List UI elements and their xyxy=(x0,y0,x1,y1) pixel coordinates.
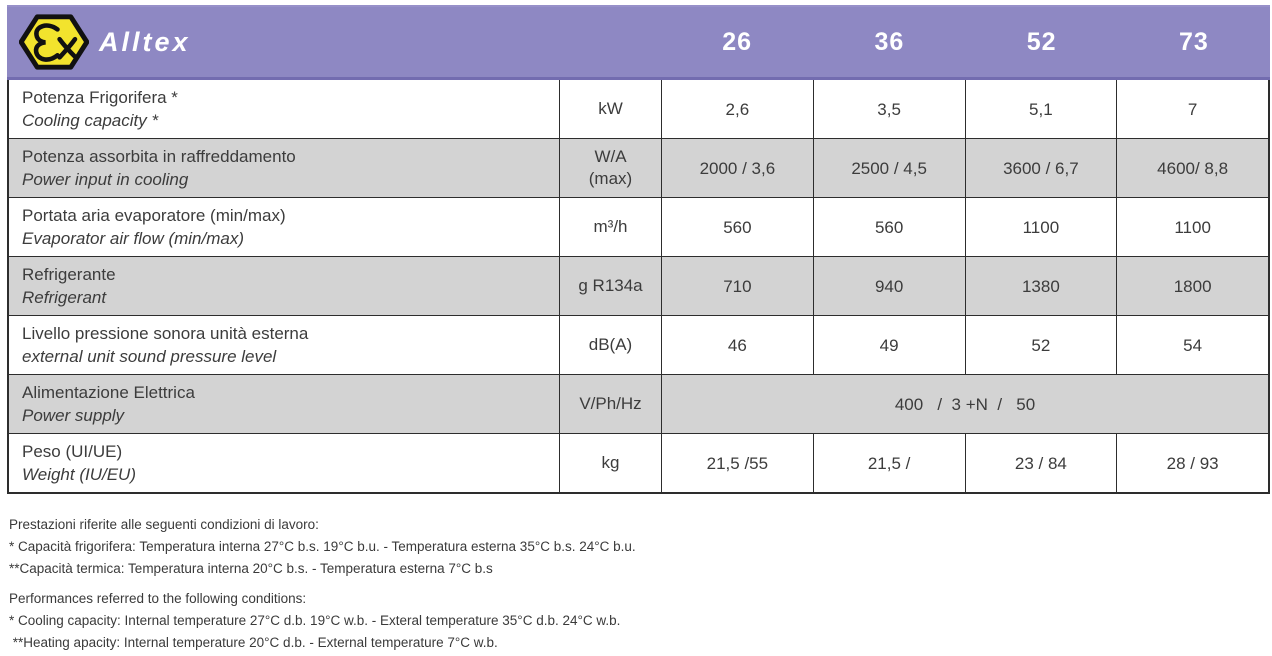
label-english: Evaporator air flow (min/max) xyxy=(22,229,245,248)
spec-label-cell: Livello pressione sonora unità esterna e… xyxy=(9,316,559,374)
spec-label-cell: Portata aria evaporatore (min/max) Evapo… xyxy=(9,198,559,256)
table-header: Alltex 26 36 52 73 xyxy=(7,5,1270,80)
label-italian: Refrigerante xyxy=(22,265,116,284)
unit-line-2: (max) xyxy=(588,169,633,188)
table-row-cooling-capacity: Potenza Frigorifera * Cooling capacity *… xyxy=(9,80,1268,139)
column-header-model-52: 52 xyxy=(1026,27,1057,56)
unit-line-1: W/A xyxy=(594,147,627,166)
unit-cell: dB(A) xyxy=(559,316,661,374)
column-header-model-26: 26 xyxy=(722,27,753,56)
spec-label-cell: Alimentazione Elettrica Power supply xyxy=(9,375,559,433)
value-cell: 49 xyxy=(812,316,965,374)
unit-cell: m³/h xyxy=(559,198,661,256)
label-italian: Peso (UI/UE) xyxy=(22,442,123,461)
footnotes: Prestazioni riferite alle seguenti condi… xyxy=(9,514,636,654)
footnote-line: * Capacità frigorifera: Temperatura inte… xyxy=(9,539,636,554)
label-italian: Alimentazione Elettrica xyxy=(22,383,195,402)
value-cell: 560 xyxy=(812,198,965,256)
footnote-line: **Capacità termica: Temperatura interna … xyxy=(9,561,493,576)
value-cell: 1800 xyxy=(1116,257,1268,315)
table-row-sound-pressure: Livello pressione sonora unità esterna e… xyxy=(9,316,1268,375)
label-english: Power supply xyxy=(22,406,125,425)
unit-cell: kg xyxy=(559,434,661,492)
footnote-line: Performances referred to the following c… xyxy=(9,591,307,606)
label-english: Cooling capacity * xyxy=(22,111,159,130)
label-italian: Potenza assorbita in raffreddamento xyxy=(22,147,296,166)
column-header-model-36: 36 xyxy=(874,27,905,56)
value-cell: 21,5 / xyxy=(812,434,965,492)
label-italian: Potenza Frigorifera * xyxy=(22,88,178,107)
spec-table: Alltex 26 36 52 73 Potenza Frigorifera *… xyxy=(7,5,1270,494)
brand-area: Alltex xyxy=(7,7,661,77)
footnotes-italian: Prestazioni riferite alle seguenti condi… xyxy=(9,514,636,580)
value-cell: 4600/ 8,8 xyxy=(1116,139,1268,197)
value-cell: 2,6 xyxy=(661,80,813,138)
value-cell: 21,5 /55 xyxy=(661,434,813,492)
value-cell: 46 xyxy=(661,316,813,374)
value-cell: 2000 / 3,6 xyxy=(661,139,813,197)
value-cell: 1100 xyxy=(1116,198,1268,256)
spec-label-cell: Peso (UI/UE) Weight (IU/EU) xyxy=(9,434,559,492)
value-cell: 3,5 xyxy=(812,80,965,138)
spec-label-cell: Potenza Frigorifera * Cooling capacity * xyxy=(9,80,559,138)
value-cell: 3600 / 6,7 xyxy=(964,139,1117,197)
table-row-power-supply: Alimentazione Elettrica Power supply V/P… xyxy=(9,375,1268,434)
value-cell: 940 xyxy=(812,257,965,315)
unit-cell: kW xyxy=(559,80,661,138)
table-row-weight: Peso (UI/UE) Weight (IU/EU) kg 21,5 /55 … xyxy=(9,434,1268,492)
label-english: Power input in cooling xyxy=(22,170,189,189)
value-cell: 1380 xyxy=(964,257,1117,315)
footnote-line: * Cooling capacity: Internal temperature… xyxy=(9,613,621,628)
brand-name: Alltex xyxy=(99,26,191,57)
value-cell: 1100 xyxy=(964,198,1117,256)
table-row-air-flow: Portata aria evaporatore (min/max) Evapo… xyxy=(9,198,1268,257)
value-cell: 23 / 84 xyxy=(964,434,1117,492)
value-cell: 710 xyxy=(661,257,813,315)
footnotes-english: Performances referred to the following c… xyxy=(9,588,636,654)
column-header-model-73: 73 xyxy=(1178,27,1209,56)
value-cell: 2500 / 4,5 xyxy=(812,139,965,197)
label-italian: Portata aria evaporatore (min/max) xyxy=(22,206,286,225)
value-cell-spanning: 400 / 3 +N / 50 xyxy=(661,375,1268,433)
value-cell: 560 xyxy=(661,198,813,256)
spec-label-cell: Potenza assorbita in raffreddamento Powe… xyxy=(9,139,559,197)
table-row-power-input: Potenza assorbita in raffreddamento Powe… xyxy=(9,139,1268,198)
spec-label-cell: Refrigerante Refrigerant xyxy=(9,257,559,315)
value-cell: 52 xyxy=(964,316,1117,374)
label-english: Weight (IU/EU) xyxy=(22,465,136,484)
unit-cell: W/A (max) xyxy=(559,139,661,197)
table-row-refrigerant: Refrigerante Refrigerant g R134a 710 940… xyxy=(9,257,1268,316)
label-english: external unit sound pressure level xyxy=(22,347,277,366)
value-cell: 5,1 xyxy=(964,80,1117,138)
value-cell: 54 xyxy=(1116,316,1268,374)
atex-ex-icon xyxy=(18,13,90,71)
footnote-line: Prestazioni riferite alle seguenti condi… xyxy=(9,517,319,532)
unit-cell: g R134a xyxy=(559,257,661,315)
value-cell: 7 xyxy=(1116,80,1268,138)
table-body: Potenza Frigorifera * Cooling capacity *… xyxy=(7,80,1270,494)
label-italian: Livello pressione sonora unità esterna xyxy=(22,324,309,343)
label-english: Refrigerant xyxy=(22,288,107,307)
unit-cell: V/Ph/Hz xyxy=(559,375,661,433)
footnote-line: **Heating apacity: Internal temperature … xyxy=(9,635,498,650)
value-cell: 28 / 93 xyxy=(1116,434,1268,492)
